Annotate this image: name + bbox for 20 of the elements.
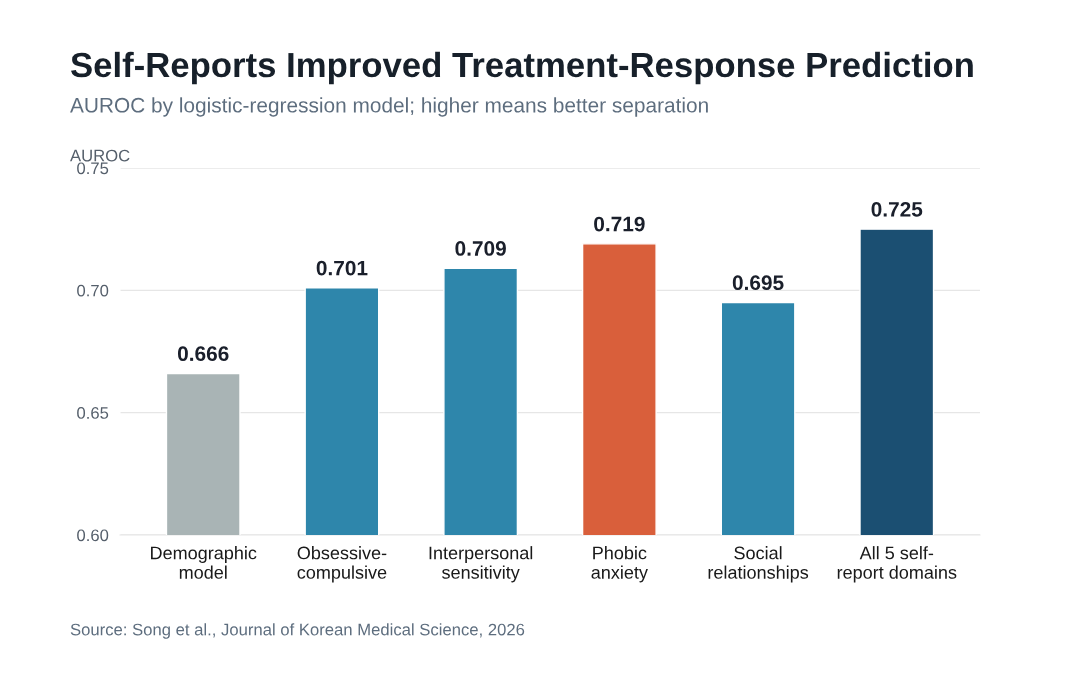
y-tick-label: 0.60 bbox=[77, 529, 109, 542]
y-axis-title: AUROC bbox=[70, 149, 130, 162]
chart-subtitle: AUROC by logistic-regression model; higher means better separation bbox=[70, 97, 708, 117]
data-label: 0.719 bbox=[594, 216, 645, 232]
chart-title: Self-Reports Improved Treatment-Response Prediction bbox=[71, 51, 973, 85]
x-tick-label: Phobic anxiety bbox=[591, 546, 648, 583]
x-tick-label: Demographic model bbox=[151, 546, 257, 579]
data-label: 0.695 bbox=[732, 275, 784, 291]
y-tick-label: 0.65 bbox=[77, 407, 109, 419]
x-tick-label: Obsessive- compulsive bbox=[297, 546, 387, 583]
data-label: 0.709 bbox=[455, 241, 506, 256]
y-tick-label: 0.70 bbox=[77, 284, 109, 297]
x-tick-label: Social relationships bbox=[708, 546, 809, 583]
data-label: 0.666 bbox=[177, 346, 229, 362]
x-tick-label: All 5 self- report domains bbox=[837, 546, 957, 583]
data-label: 0.701 bbox=[316, 260, 368, 276]
x-tick-label: Interpersonal sensitivity bbox=[429, 546, 533, 583]
data-label: 0.725 bbox=[871, 201, 923, 217]
source-note: Source: Song et al., Journal of Korean Medical Science, 2026 bbox=[70, 623, 525, 639]
y-tick-label: 0.75 bbox=[77, 162, 109, 175]
